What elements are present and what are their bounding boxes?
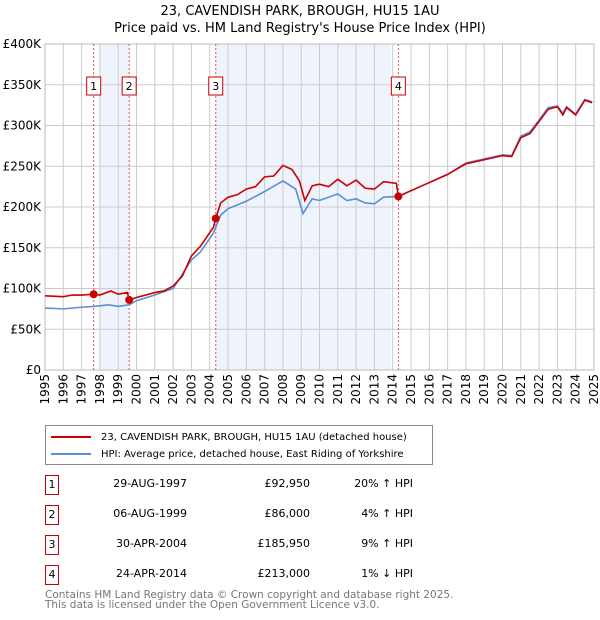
footer-copyright: Contains HM Land Registry data © Crown c…	[45, 589, 454, 601]
sale-hpi-diff: 20% ↑ HPI	[354, 477, 413, 490]
y-tick-label: £200K	[3, 200, 43, 214]
sale-badge: 2	[45, 505, 59, 525]
x-tick-label: 2010	[313, 374, 327, 405]
sale-date: 06-AUG-1999	[113, 507, 187, 520]
y-tick-label: £100K	[3, 282, 43, 296]
y-tick-label: £350K	[3, 78, 43, 92]
x-tick-label: 2017	[441, 374, 455, 405]
legend-swatch	[51, 436, 91, 438]
sale-label: 1	[90, 80, 97, 93]
x-tick-label: 2006	[239, 374, 253, 405]
sale-date: 30-APR-2004	[115, 537, 187, 550]
sale-point	[394, 192, 403, 201]
x-tick-label: 2000	[130, 374, 144, 405]
x-tick-label: 2014	[386, 374, 400, 405]
sale-hpi-diff: 4% ↑ HPI	[361, 507, 413, 520]
x-tick-label: 2007	[258, 374, 272, 405]
plot-frame	[44, 43, 595, 371]
legend-swatch	[51, 453, 91, 455]
transaction-row: 4 24-APR-2014 £213,000 1% ↓ HPI	[45, 565, 445, 585]
sale-label: 2	[126, 80, 133, 93]
legend-label: 23, CAVENDISH PARK, BROUGH, HU15 1AU (de…	[101, 431, 407, 443]
chart-title: 23, CAVENDISH PARK, BROUGH, HU15 1AU	[160, 4, 440, 19]
x-tick-label: 2009	[294, 374, 308, 405]
x-tick-label: 2021	[514, 374, 528, 405]
sale-date: 24-APR-2014	[115, 567, 187, 580]
sale-price: £213,000	[257, 567, 311, 580]
x-tick-label: 2025	[587, 374, 600, 405]
x-tick-label: 2004	[203, 374, 217, 405]
y-tick-label: £400K	[3, 37, 43, 51]
sale-badge: 1	[45, 475, 59, 495]
sale-label-box	[86, 76, 102, 96]
sale-hpi-diff: 1% ↓ HPI	[361, 567, 413, 580]
transaction-row: 1 29-AUG-1997 £92,950 20% ↑ HPI	[45, 475, 445, 495]
x-tick-label: 2024	[569, 374, 583, 405]
x-tick-label: 1999	[111, 374, 125, 405]
x-tick-label: 2008	[276, 374, 290, 405]
x-tick-label: 2013	[367, 374, 381, 405]
sale-label: 4	[395, 80, 402, 93]
sale-hpi-diff: 9% ↑ HPI	[361, 537, 413, 550]
y-tick-label: £150K	[3, 241, 43, 255]
sale-date: 29-AUG-1997	[113, 477, 187, 490]
x-tick-label: 1998	[93, 374, 107, 405]
x-tick-label: 2012	[349, 374, 363, 405]
x-tick-label: 2016	[422, 374, 436, 405]
x-tick-label: 2018	[459, 374, 473, 405]
x-tick-label: 2015	[404, 374, 418, 405]
legend-item-property: 23, CAVENDISH PARK, BROUGH, HU15 1AU (de…	[51, 430, 407, 444]
transaction-row: 3 30-APR-2004 £185,950 9% ↑ HPI	[45, 535, 445, 555]
sale-price: £185,950	[257, 537, 311, 550]
legend-label: HPI: Average price, detached house, East…	[101, 448, 404, 460]
sale-price: £86,000	[264, 507, 311, 520]
x-tick-label: 2005	[221, 374, 235, 405]
y-tick-label: £250K	[3, 159, 43, 173]
price-chart: £0 £50K £100K £150K £200K £250K £300K £350K £400…	[3, 37, 600, 405]
y-tick-label: £50K	[10, 322, 42, 336]
legend-item-hpi: HPI: Average price, detached house, East…	[51, 447, 404, 461]
x-tick-label: 1996	[56, 374, 70, 405]
sale-point	[125, 295, 134, 304]
x-tick-label: 2020	[496, 374, 510, 405]
legend: 23, CAVENDISH PARK, BROUGH, HU15 1AU (de…	[45, 425, 433, 465]
sale-badge: 4	[45, 565, 59, 585]
sale-price: £92,950	[264, 477, 311, 490]
sale-label: 3	[212, 80, 219, 93]
sale-point	[211, 214, 220, 223]
x-tick-label: 2019	[477, 374, 491, 405]
series-line-hpi	[44, 98, 593, 310]
x-tick-label: 2011	[331, 374, 345, 405]
x-tick-label: 2003	[184, 374, 198, 405]
sale-point	[89, 290, 98, 299]
y-tick-label: £300K	[3, 119, 43, 133]
sale-label-box	[390, 76, 406, 96]
sale-label-box	[208, 76, 224, 96]
footer: Contains HM Land Registry data © Crown c…	[45, 589, 454, 611]
x-tick-label: 2023	[550, 374, 564, 405]
footer-licence: This data is licensed under the Open Gov…	[45, 599, 380, 611]
x-tick-label: 1995	[38, 374, 52, 405]
x-tick-label: 1997	[75, 374, 89, 405]
x-tick-label: 2022	[532, 374, 546, 405]
transaction-row: 2 06-AUG-1999 £86,000 4% ↑ HPI	[45, 505, 445, 525]
chart-subtitle: Price paid vs. HM Land Registry's House …	[114, 21, 486, 36]
y-tick-label: £0	[26, 363, 41, 377]
x-tick-label: 2002	[166, 374, 180, 405]
sale-label-box	[121, 76, 137, 96]
sale-badge: 3	[45, 535, 59, 555]
x-tick-label: 2001	[148, 374, 162, 405]
